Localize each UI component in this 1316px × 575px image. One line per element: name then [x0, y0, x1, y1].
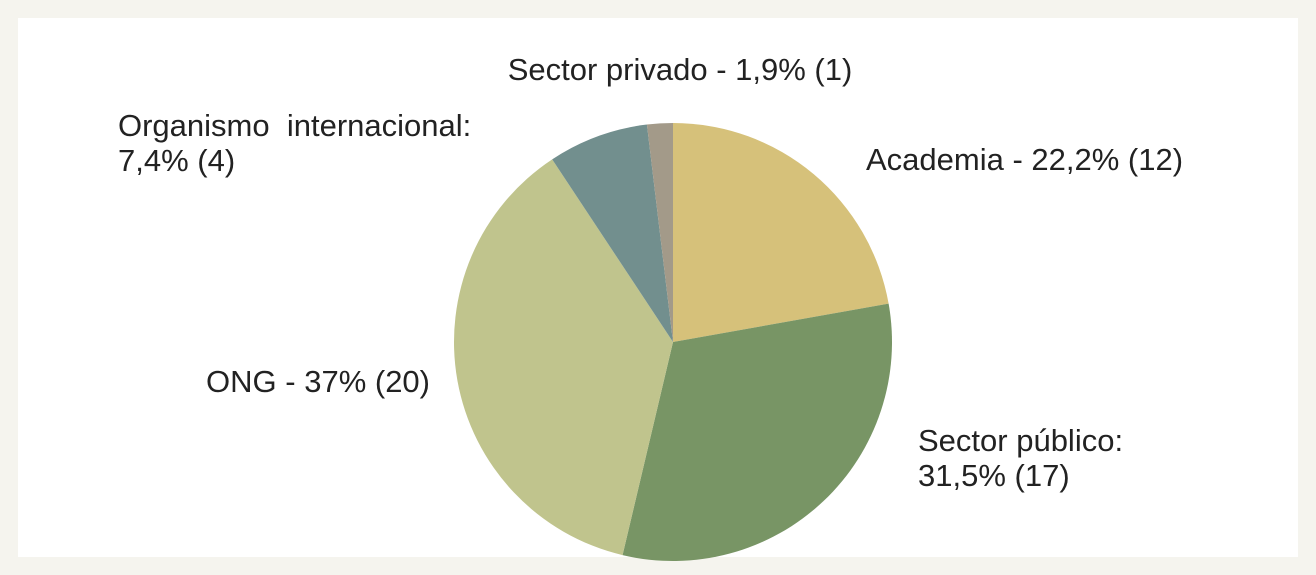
slice-label: Organismo internacional:: [118, 108, 471, 143]
pie-slice: [552, 124, 673, 342]
slice-label: Academia - 22,2% (12): [866, 142, 1183, 177]
slice-label: 31,5% (17): [918, 458, 1070, 493]
pie-slice: [673, 123, 889, 342]
pie-slice: [453, 159, 673, 556]
slice-label: Sector privado - 1,9% (1): [508, 52, 853, 87]
slice-label: 7,4% (4): [118, 143, 235, 178]
pie-slice: [646, 123, 673, 342]
slice-label: Sector público:: [918, 423, 1123, 458]
slice-label: ONG - 37% (20): [206, 364, 430, 399]
pie-slice: [622, 303, 892, 561]
